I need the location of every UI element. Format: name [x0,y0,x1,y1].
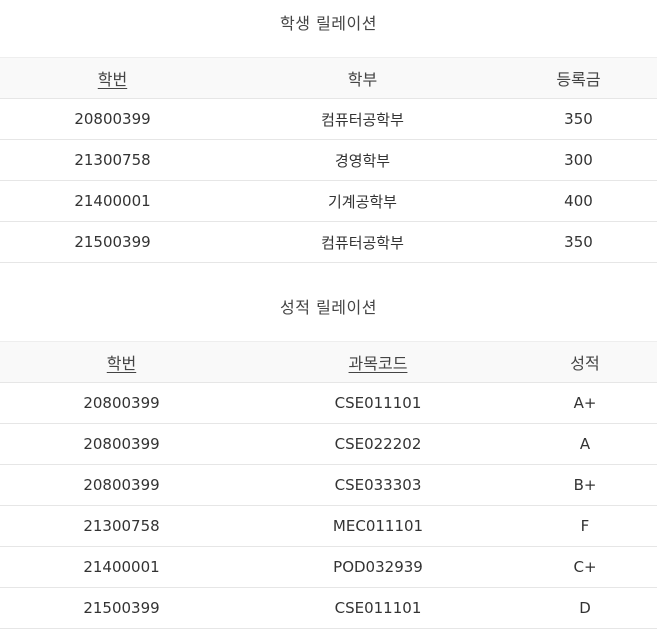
cell-grade: A+ [513,382,657,424]
cell-student-id: 20800399 [0,382,243,424]
cell-course-code: MEC011101 [243,505,513,547]
cell-tuition: 300 [500,139,657,181]
cell-tuition: 400 [500,180,657,222]
header-student-id-label: 학번 [106,354,137,373]
student-relation-caption: 학생 릴레이션 [280,14,377,33]
cell-grade: A [513,423,657,465]
table-row: 21400001 기계공학부 400 [0,180,657,222]
table-row: 21500399 CSE011101 D [0,587,657,629]
cell-tuition: 350 [500,98,657,140]
cell-grade: D [513,587,657,629]
table-row: 20800399 CSE022202 A [0,423,657,465]
header-course-code-label: 과목코드 [348,354,408,373]
cell-course-code: CSE033303 [243,464,513,506]
cell-course-code: CSE011101 [243,587,513,629]
cell-student-id: 21300758 [0,505,243,547]
cell-student-id: 21300758 [0,139,225,181]
cell-student-id: 20800399 [0,423,243,465]
cell-tuition: 350 [500,221,657,263]
cell-student-id: 21400001 [0,180,225,222]
cell-student-id: 21500399 [0,221,225,263]
header-student-id-label: 학번 [97,70,128,89]
table-row: 21300758 MEC011101 F [0,505,657,547]
header-student-id: 학번 [0,57,225,99]
table-header-row: 학번 학부 등록금 [0,57,657,99]
table-row: 21300758 경영학부 300 [0,139,657,181]
cell-student-id: 21500399 [0,587,243,629]
cell-course-code: CSE011101 [243,382,513,424]
header-tuition: 등록금 [500,57,657,99]
header-course-code: 과목코드 [243,341,513,383]
cell-course-code: CSE022202 [243,423,513,465]
cell-course-code: POD032939 [243,546,513,588]
table-header-row: 학번 과목코드 성적 [0,341,657,383]
cell-student-id: 20800399 [0,98,225,140]
grade-relation-table: 학번 과목코드 성적 20800399 CSE011101 A+ 2080039… [0,341,657,629]
table-row: 20800399 CSE033303 B+ [0,464,657,506]
cell-student-id: 20800399 [0,464,243,506]
table-row: 20800399 컴퓨터공학부 350 [0,98,657,140]
cell-student-id: 21400001 [0,546,243,588]
cell-department: 컴퓨터공학부 [225,98,500,140]
cell-department: 경영학부 [225,139,500,181]
header-department: 학부 [225,57,500,99]
grade-relation-caption: 성적 릴레이션 [280,298,377,317]
student-relation-table: 학번 학부 등록금 20800399 컴퓨터공학부 350 21300758 경… [0,57,657,263]
table-row: 21500399 컴퓨터공학부 350 [0,221,657,263]
header-student-id: 학번 [0,341,243,383]
table-row: 21400001 POD032939 C+ [0,546,657,588]
header-grade: 성적 [513,341,657,383]
cell-department: 컴퓨터공학부 [225,221,500,263]
cell-grade: B+ [513,464,657,506]
cell-grade: F [513,505,657,547]
cell-department: 기계공학부 [225,180,500,222]
cell-grade: C+ [513,546,657,588]
table-row: 20800399 CSE011101 A+ [0,382,657,424]
